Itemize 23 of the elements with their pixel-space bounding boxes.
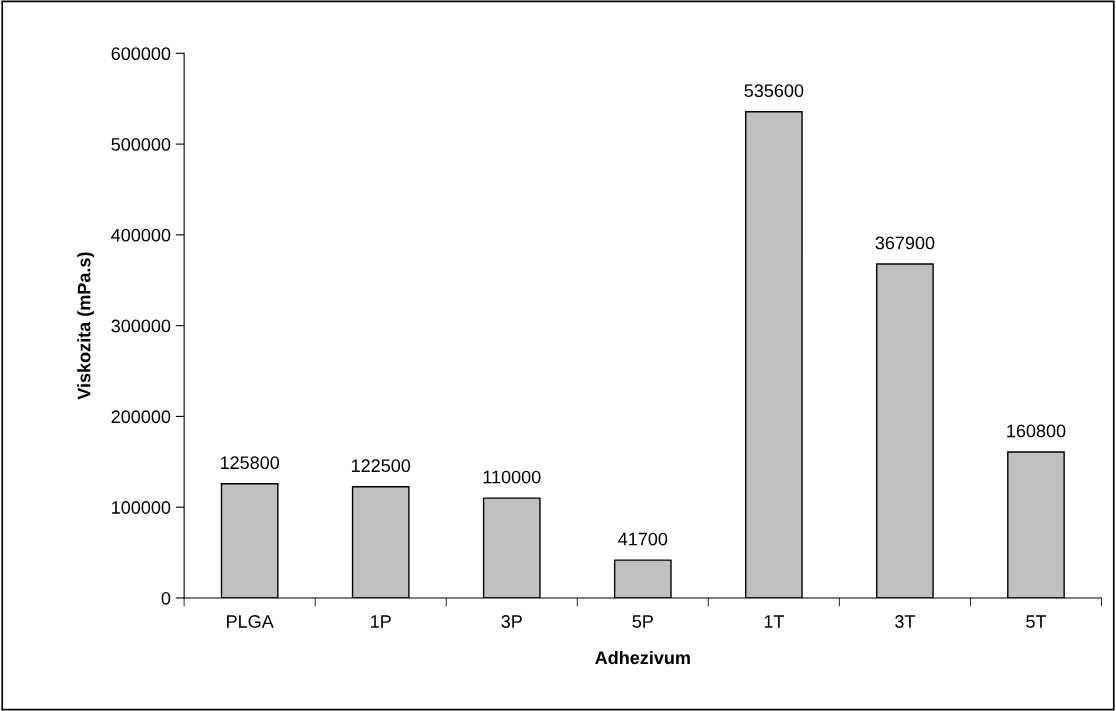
x-tick-label: 1T bbox=[764, 615, 784, 628]
y-tick-label: 0 bbox=[161, 591, 171, 605]
data-label: 110000 bbox=[483, 470, 541, 484]
data-label: 125800 bbox=[220, 456, 280, 470]
data-label: 535600 bbox=[744, 84, 804, 98]
x-tick-label: PLGA bbox=[227, 615, 274, 628]
x-tick-label: 1P bbox=[371, 615, 391, 628]
y-tick-label: 300000 bbox=[111, 319, 171, 333]
y-tick-label: 600000 bbox=[111, 47, 171, 61]
x-axis-title: Adhezivum bbox=[595, 650, 690, 665]
y-tick-label: 100000 bbox=[112, 501, 171, 514]
x-tick-label: 5P bbox=[632, 615, 653, 628]
data-label: 160800 bbox=[1007, 424, 1066, 438]
data-label: 41700 bbox=[618, 532, 668, 546]
y-axis-title: Viskozita (mPa.s) bbox=[77, 252, 95, 400]
y-tick-label: 500000 bbox=[111, 138, 171, 151]
data-label: 367900 bbox=[875, 236, 935, 250]
x-tick-label: 3P bbox=[501, 615, 522, 628]
y-tick-label: 200000 bbox=[111, 410, 171, 424]
x-tick-label: 3T bbox=[895, 615, 916, 628]
data-label: 122500 bbox=[351, 459, 411, 473]
y-tick-label: 400000 bbox=[111, 228, 171, 242]
x-tick-label: 5T bbox=[1026, 615, 1047, 628]
